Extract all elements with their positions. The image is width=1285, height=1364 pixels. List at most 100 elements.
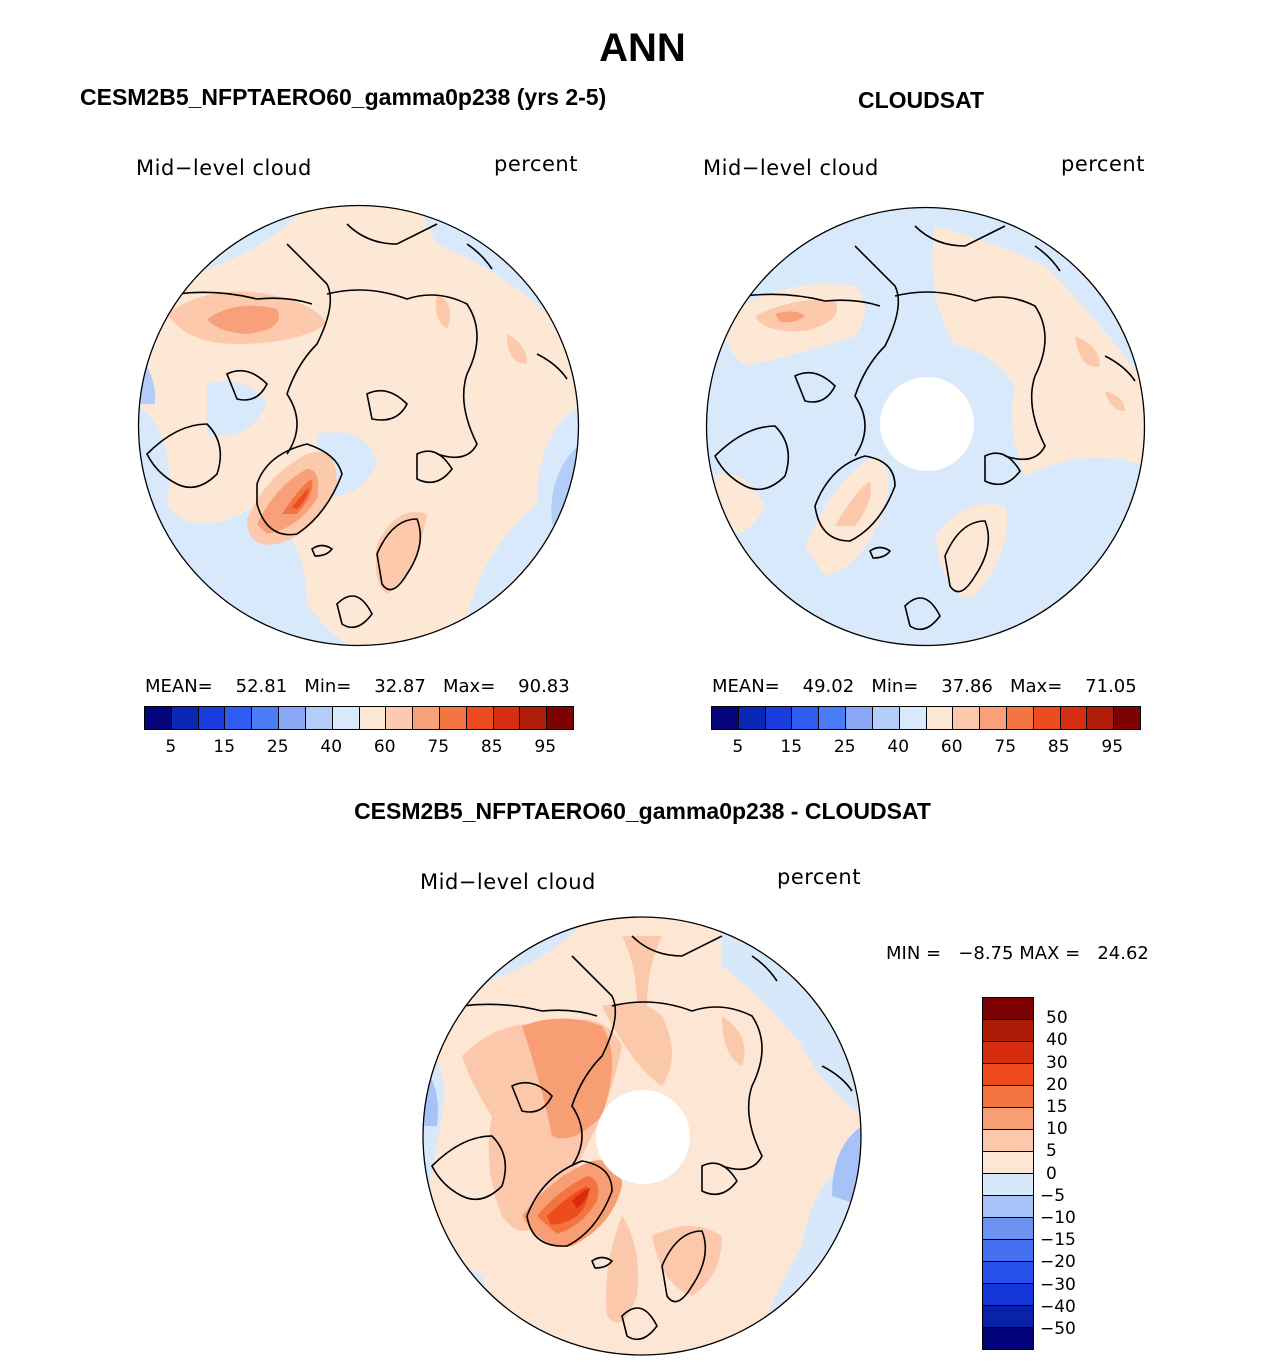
model-units-label: percent <box>494 152 578 176</box>
colorbar-cell <box>983 1174 1033 1196</box>
colorbar-tick-label: 5 <box>165 737 177 757</box>
colorbar-cell <box>765 707 793 729</box>
colorbar-cell <box>983 1240 1033 1262</box>
colorbar-cell <box>926 707 954 729</box>
colorbar-cell <box>712 707 739 729</box>
colorbar-tick-label: −30 <box>1040 1274 1076 1295</box>
diff-variable-label: Mid−level cloud <box>420 870 596 894</box>
colorbar-tick-label: −15 <box>1040 1230 1076 1251</box>
colorbar-cell <box>493 707 521 729</box>
obs-colorbar <box>711 706 1141 730</box>
colorbar-tick-label: 25 <box>833 737 856 757</box>
colorbar-tick-label: 60 <box>940 737 963 757</box>
colorbar-tick-label: 25 <box>266 737 289 757</box>
colorbar-cell <box>983 998 1033 1020</box>
colorbar-cell <box>738 707 766 729</box>
obs-units-label: percent <box>1061 152 1145 176</box>
colorbar-cell <box>1006 707 1034 729</box>
colorbar-cell <box>983 1262 1033 1284</box>
colorbar-tick-label: 5 <box>732 737 744 757</box>
colorbar-cell <box>145 707 172 729</box>
colorbar-tick-label: −40 <box>1040 1296 1076 1317</box>
colorbar-cell <box>1087 707 1115 729</box>
figure-title: ANN <box>599 26 686 70</box>
model-panel-title: CESM2B5_NFPTAERO60_gamma0p238 (yrs 2-5) <box>80 84 607 110</box>
colorbar-tick-label: −20 <box>1040 1252 1076 1273</box>
colorbar-tick-label: −5 <box>1040 1185 1066 1206</box>
colorbar-cell <box>983 1328 1033 1349</box>
colorbar-tick-label: 40 <box>1046 1030 1068 1051</box>
colorbar-cell <box>1060 707 1088 729</box>
colorbar-cell <box>439 707 467 729</box>
colorbar-tick-label: 20 <box>1046 1074 1068 1095</box>
colorbar-cell <box>846 707 873 729</box>
colorbar-cell <box>872 707 900 729</box>
colorbar-tick-label: 85 <box>480 737 503 757</box>
colorbar-tick-label: 15 <box>1046 1097 1068 1117</box>
diff-polar-map <box>422 916 862 1356</box>
obs-colorbar-ticks: 5 15 25 40 60 75 85 95 <box>711 737 1139 759</box>
colorbar-tick-label: 85 <box>1047 737 1070 757</box>
colorbar-tick-label: 40 <box>320 737 343 757</box>
diff-colorbar <box>982 997 1034 1350</box>
colorbar-tick-label: 15 <box>780 737 803 757</box>
colorbar-cell <box>198 707 226 729</box>
colorbar-tick-label: 60 <box>373 737 396 757</box>
colorbar-cell <box>899 707 927 729</box>
colorbar-tick-label: 95 <box>1101 737 1124 757</box>
colorbar-cell <box>413 707 440 729</box>
colorbar-cell <box>279 707 306 729</box>
colorbar-tick-label: 95 <box>534 737 557 757</box>
colorbar-cell <box>225 707 253 729</box>
colorbar-cell <box>983 1108 1033 1130</box>
colorbar-cell <box>1033 707 1061 729</box>
colorbar-tick-label: 10 <box>1046 1119 1068 1140</box>
colorbar-cell <box>983 1218 1033 1240</box>
colorbar-tick-label: 15 <box>213 737 236 757</box>
colorbar-cell <box>332 707 360 729</box>
colorbar-cell <box>466 707 494 729</box>
colorbar-tick-label: 40 <box>887 737 910 757</box>
model-variable-label: Mid−level cloud <box>136 156 312 180</box>
colorbar-cell <box>983 1284 1033 1306</box>
colorbar-cell <box>520 707 548 729</box>
diff-colorbar-ticks: 50 40 30 20 15 10 5 0 −5 −10 −15 −20 −30 −40 −50 <box>1040 997 1100 1353</box>
colorbar-cell <box>386 707 414 729</box>
colorbar-tick-label: 30 <box>1046 1052 1068 1073</box>
colorbar-cell <box>171 707 199 729</box>
diff-minmax: MIN = −8.75 MAX = 24.62 <box>886 943 1149 964</box>
obs-stats: MEAN= 49.02 Min= 37.86 Max= 71.05 <box>712 676 1137 697</box>
model-colorbar <box>144 706 574 730</box>
colorbar-cell <box>983 1152 1033 1174</box>
colorbar-cell <box>983 1064 1033 1086</box>
obs-variable-label: Mid−level cloud <box>703 156 879 180</box>
colorbar-cell <box>983 1196 1033 1218</box>
colorbar-cell <box>980 707 1007 729</box>
obs-polar-map <box>705 206 1146 647</box>
obs-panel-title: CLOUDSAT <box>858 87 985 113</box>
colorbar-cell <box>359 707 387 729</box>
colorbar-cell <box>983 1086 1033 1108</box>
colorbar-cell <box>953 707 981 729</box>
colorbar-cell <box>547 707 573 729</box>
diff-panel-title: CESM2B5_NFPTAERO60_gamma0p238 - CLOUDSAT <box>354 798 931 824</box>
colorbar-tick-label: −10 <box>1040 1208 1076 1228</box>
colorbar-cell <box>1114 707 1140 729</box>
colorbar-cell <box>819 707 847 729</box>
diff-units-label: percent <box>777 865 861 889</box>
model-colorbar-ticks: 5 15 25 40 60 75 85 95 <box>144 737 572 759</box>
colorbar-tick-label: 50 <box>1046 1008 1068 1029</box>
colorbar-cell <box>983 1306 1033 1328</box>
colorbar-tick-label: 75 <box>994 737 1017 757</box>
colorbar-tick-label: 0 <box>1046 1163 1057 1184</box>
colorbar-cell <box>983 1042 1033 1064</box>
model-stats: MEAN= 52.81 Min= 32.87 Max= 90.83 <box>145 676 570 697</box>
colorbar-cell <box>792 707 820 729</box>
model-polar-map <box>137 204 580 647</box>
colorbar-cell <box>305 707 333 729</box>
colorbar-tick-label: 5 <box>1046 1141 1057 1162</box>
colorbar-tick-label: −50 <box>1040 1319 1076 1339</box>
colorbar-cell <box>983 1130 1033 1152</box>
colorbar-tick-label: 75 <box>427 737 450 757</box>
colorbar-cell <box>252 707 280 729</box>
